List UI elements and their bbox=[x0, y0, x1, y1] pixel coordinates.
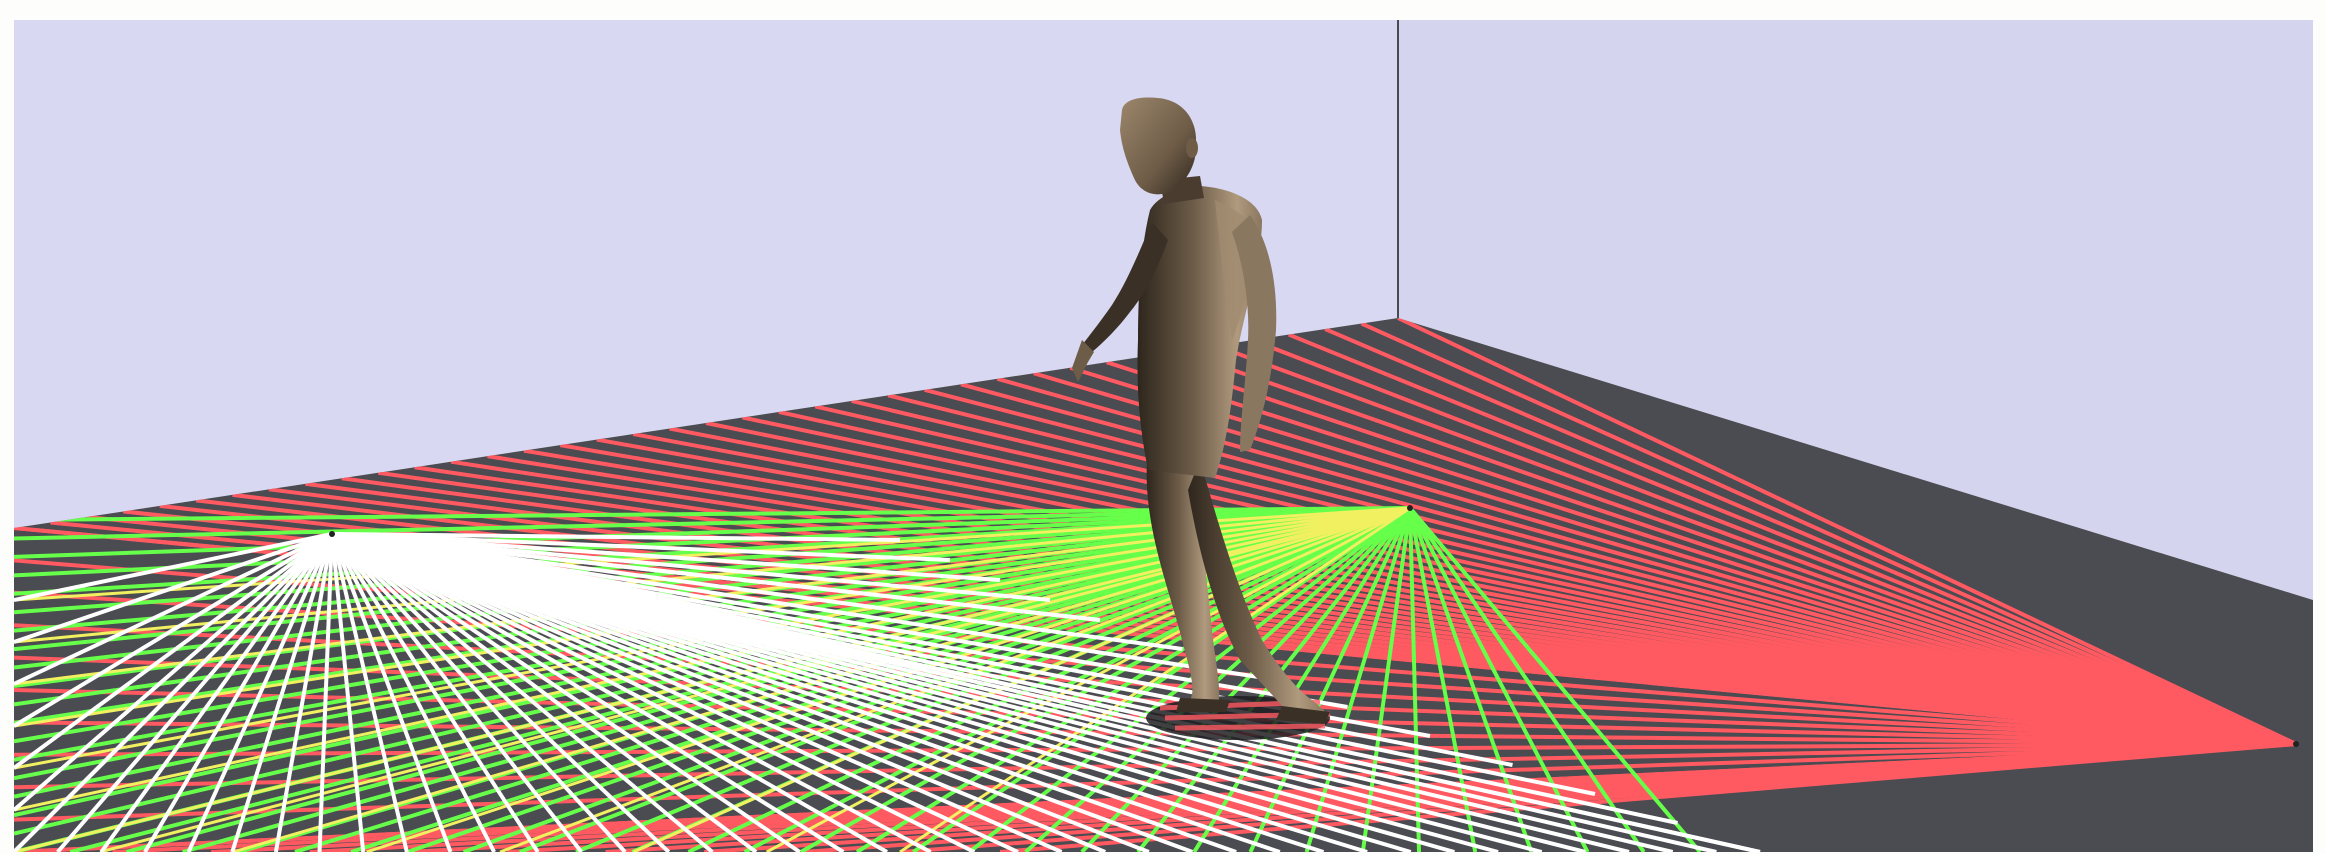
white-beam bbox=[331, 532, 901, 542]
white-beam bbox=[331, 532, 888, 852]
white-beam bbox=[330, 532, 714, 852]
white-beam bbox=[331, 532, 1001, 582]
white-beam bbox=[330, 532, 671, 852]
white-beam bbox=[317, 533, 334, 852]
red-beam bbox=[1142, 354, 2297, 746]
white-beam bbox=[331, 532, 1325, 852]
white-beam bbox=[331, 532, 1051, 602]
white-beam bbox=[331, 532, 1183, 651]
white-beam bbox=[331, 532, 1019, 852]
red-beam bbox=[1215, 343, 2297, 746]
back-wall-right bbox=[1398, 20, 2313, 600]
white-beam bbox=[331, 532, 1596, 796]
red-beam bbox=[1251, 338, 2297, 746]
red-beam bbox=[1397, 318, 2297, 746]
white-beam bbox=[143, 532, 334, 852]
green-beam bbox=[1080, 506, 1412, 852]
green-beam bbox=[1408, 506, 1646, 852]
green-emitter[interactable] bbox=[1407, 505, 1413, 511]
white-beam bbox=[331, 532, 1281, 852]
figure-right-foot bbox=[1276, 706, 1330, 724]
red-beam bbox=[596, 437, 2297, 746]
human-figure-icon[interactable] bbox=[1072, 97, 1331, 741]
white-beam bbox=[330, 533, 453, 852]
white-beam bbox=[330, 532, 801, 852]
figure-right-arm bbox=[1232, 215, 1277, 452]
red-beam bbox=[814, 404, 2297, 746]
green-beam bbox=[799, 506, 1411, 852]
white-emitter[interactable] bbox=[329, 531, 335, 537]
red-beam bbox=[887, 393, 2297, 746]
white-beam bbox=[273, 533, 334, 852]
white-beam bbox=[331, 532, 1194, 852]
green-beam bbox=[1408, 507, 1421, 852]
red-beam bbox=[851, 398, 2297, 746]
red-beam bbox=[742, 415, 2297, 746]
red-beam bbox=[778, 409, 2297, 746]
red-beam bbox=[1178, 349, 2297, 746]
white-beam bbox=[14, 532, 333, 686]
white-beam bbox=[331, 532, 1101, 622]
figure-left-foot bbox=[1176, 698, 1230, 712]
white-beam bbox=[330, 532, 758, 852]
white-beam bbox=[330, 532, 540, 852]
green-beam bbox=[1408, 506, 1702, 852]
white-beam-fan bbox=[14, 532, 1761, 852]
white-beam bbox=[14, 532, 333, 644]
green-beam bbox=[1408, 507, 1590, 852]
yellow-beam bbox=[899, 506, 1411, 852]
white-beam bbox=[331, 532, 932, 852]
white-beam bbox=[331, 532, 1368, 852]
red-beam bbox=[1360, 321, 2297, 746]
white-beam bbox=[330, 533, 366, 852]
red-beam bbox=[1287, 332, 2297, 746]
green-beam bbox=[1248, 507, 1412, 852]
yellow-beam bbox=[632, 506, 1411, 852]
green-beam bbox=[1192, 506, 1412, 852]
white-beam bbox=[330, 532, 584, 852]
white-beam bbox=[186, 533, 334, 852]
white-beam bbox=[331, 532, 1107, 852]
green-beam bbox=[462, 506, 1411, 852]
figure-left-arm bbox=[1082, 222, 1168, 352]
figure-head bbox=[1120, 97, 1197, 195]
red-beam bbox=[1324, 327, 2297, 746]
red-beam bbox=[705, 421, 2297, 746]
white-beam bbox=[230, 533, 334, 852]
white-beam bbox=[56, 532, 334, 852]
red-beam bbox=[1069, 365, 2297, 746]
white-beam bbox=[331, 532, 1237, 852]
green-beam bbox=[1360, 507, 1412, 852]
red-beam bbox=[14, 720, 2297, 746]
white-beam bbox=[331, 532, 951, 562]
white-beam bbox=[331, 532, 1348, 709]
red-beam bbox=[669, 426, 2297, 746]
white-beam bbox=[330, 532, 845, 852]
white-beam bbox=[331, 532, 1266, 680]
white-beam bbox=[330, 532, 627, 852]
red-beam bbox=[14, 655, 2297, 746]
white-beam bbox=[14, 532, 334, 728]
white-beam bbox=[331, 532, 976, 852]
back-wall-left bbox=[14, 20, 1398, 528]
red-beam bbox=[1106, 360, 2297, 746]
figure-right-leg bbox=[1188, 460, 1326, 716]
red-emitter[interactable] bbox=[2293, 741, 2299, 747]
white-beam bbox=[14, 532, 334, 770]
white-beam bbox=[330, 533, 496, 852]
white-beam bbox=[99, 532, 334, 852]
white-beam bbox=[330, 533, 409, 852]
white-beam bbox=[331, 532, 1150, 852]
white-beam bbox=[14, 532, 333, 602]
white-beam bbox=[14, 532, 334, 852]
figure-ear bbox=[1186, 138, 1198, 158]
figure-left-hand bbox=[1072, 340, 1094, 382]
white-beam bbox=[14, 532, 334, 812]
white-beam bbox=[331, 532, 1063, 852]
